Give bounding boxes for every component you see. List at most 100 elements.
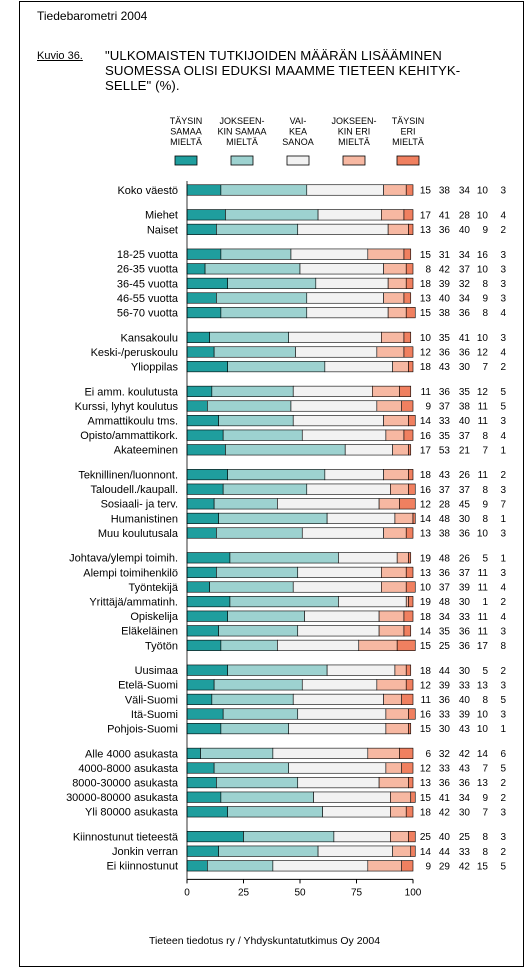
value-label: 36	[439, 387, 451, 398]
bar-segment	[211, 385, 294, 397]
category-label: Teknillinen/luonnont.	[78, 470, 178, 482]
bar-segment	[387, 277, 407, 289]
value-label: 36	[459, 308, 471, 319]
bar-segment	[381, 331, 405, 343]
bar-segment	[383, 693, 402, 705]
value-label: 3	[500, 250, 506, 261]
value-label: 41	[439, 793, 451, 804]
bar-segment	[186, 747, 201, 759]
category-label: 26-35 vuotta	[117, 264, 179, 276]
bar-segment	[216, 777, 299, 789]
value-label: 2	[500, 597, 506, 608]
value-label: 12	[420, 764, 432, 775]
value-label: 44	[439, 847, 451, 858]
legend-swatch	[174, 155, 198, 166]
category-label: Yli 80000 asukasta	[85, 807, 179, 819]
value-label: 36	[459, 529, 471, 540]
value-label: 17	[420, 445, 432, 456]
value-label: 6	[500, 749, 506, 760]
legend-label-line: KIN ERI	[338, 127, 371, 137]
value-label: 33	[439, 710, 451, 721]
value-label: 7	[482, 764, 488, 775]
bar-segment	[186, 693, 213, 705]
bar-segment	[295, 346, 378, 358]
legend-label-line: MIELTÄ	[338, 137, 370, 147]
bar-row: Sosiaali- ja terv. 12 28 45 9 7	[101, 498, 506, 511]
bar-segment	[403, 292, 412, 304]
value-label: 30	[459, 362, 471, 373]
value-label: 42	[439, 264, 451, 275]
value-label: 3	[500, 294, 506, 305]
value-label: 11	[478, 583, 489, 594]
bar-row: Väli-Suomi 11 36 40 8 5	[125, 693, 506, 706]
value-label: 10	[477, 210, 489, 221]
value-label: 11	[478, 416, 489, 427]
bar-segment	[220, 791, 314, 803]
bar-segment	[315, 277, 389, 289]
value-label: 13	[420, 294, 432, 305]
bar-row: Alempi toimihenkilö 13 36 37 11 3	[83, 566, 506, 579]
legend-swatch	[342, 155, 366, 166]
value-label: 38	[439, 186, 451, 197]
bar-segment	[186, 292, 217, 304]
value-label: 30	[459, 666, 471, 677]
value-label: 5	[500, 387, 506, 398]
value-label: 4	[500, 612, 506, 623]
value-label: 16	[420, 431, 432, 442]
value-label: 3	[500, 529, 506, 540]
bar-row: Yrittäjä/ammatinh. 19 48 30 1 2	[89, 596, 506, 609]
value-label: 11	[421, 387, 432, 398]
chart-title: "ULKOMAISTEN TUTKIJOIDEN MÄÄRÄN LISÄÄMIN…	[105, 48, 510, 93]
bar-segment	[401, 860, 414, 872]
value-label: 34	[459, 793, 471, 804]
value-label: 8	[500, 641, 506, 652]
value-label: 17	[420, 210, 432, 221]
value-label: 8	[482, 514, 488, 525]
report-header: Tiedebarometri 2004	[37, 9, 148, 23]
value-label: 25	[439, 641, 451, 652]
value-label: 15	[420, 641, 432, 652]
bar-segment	[186, 596, 231, 608]
bar-segment	[220, 248, 292, 260]
value-label: 10	[477, 710, 489, 721]
category-label: Keski-/peruskoulu	[91, 347, 178, 359]
bar-segment	[390, 483, 409, 495]
bar-segment	[186, 469, 228, 481]
value-label: 3	[500, 333, 506, 344]
bar-segment	[186, 777, 217, 789]
category-label: Alempi toimihenkilö	[83, 567, 178, 579]
bar-segment	[186, 610, 228, 622]
value-label: 28	[459, 210, 471, 221]
bar-segment	[186, 679, 215, 691]
value-label: 37	[459, 568, 471, 579]
value-label: 7	[482, 807, 488, 818]
value-label: 1	[500, 724, 506, 735]
bar-segment	[306, 307, 389, 319]
value-label: 8	[482, 431, 488, 442]
value-label: 2	[500, 470, 506, 481]
bar-segment	[405, 679, 414, 691]
bar-segment	[405, 277, 414, 289]
bar-segment	[390, 791, 412, 803]
value-label: 40	[439, 832, 451, 843]
bar-segment	[186, 429, 224, 441]
value-label: 9	[425, 402, 431, 413]
value-label: 3	[500, 568, 506, 579]
bar-segment	[186, 263, 206, 275]
bar-segment	[186, 723, 222, 735]
value-label: 7	[482, 445, 488, 456]
value-label: 42	[439, 807, 451, 818]
bar-segment	[358, 639, 398, 651]
bar-segment	[408, 415, 416, 427]
bar-segment	[213, 498, 278, 510]
bar-segment	[408, 708, 416, 720]
value-label: 5	[500, 764, 506, 775]
legend-label-line: TÄYSIN	[392, 116, 425, 126]
bar-segment	[403, 209, 414, 221]
bar-segment	[207, 400, 292, 412]
legend-label-line: SAMAA	[170, 127, 202, 137]
x-tick-label: 50	[294, 887, 306, 898]
bar-segment	[376, 679, 407, 691]
